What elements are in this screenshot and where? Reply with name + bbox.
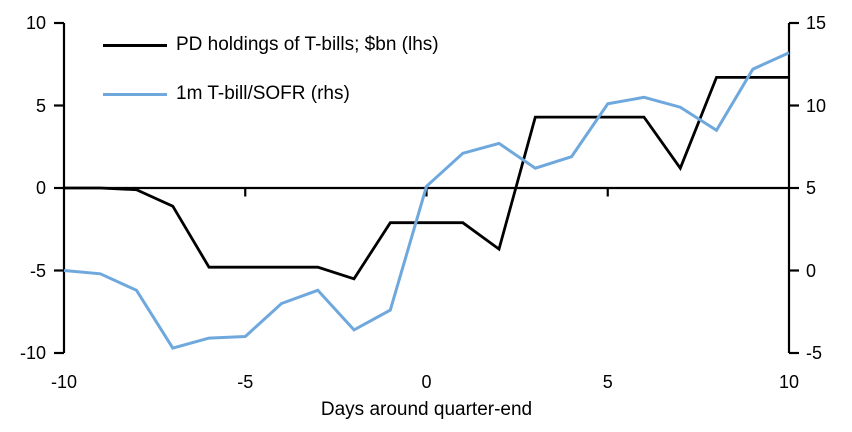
x-axis-tick-label: 0 xyxy=(421,372,432,392)
1m-tbill-sofr-line xyxy=(63,51,790,350)
right-axis-tick-label: 0 xyxy=(806,260,817,281)
chart-legend: PD holdings of T-bills; $bn (lhs) 1m T-b… xyxy=(103,34,439,105)
right-axis-tick-label: 15 xyxy=(806,13,827,33)
legend-line-swatch-black xyxy=(103,43,167,47)
legend-item-tbill-sofr: 1m T-bill/SOFR (rhs) xyxy=(103,83,439,105)
x-axis-title: Days around quarter-end xyxy=(320,399,533,420)
right-axis-tick-label: 10 xyxy=(806,95,827,116)
x-axis-tick-label: -5 xyxy=(237,372,254,392)
right-axis-tick-label: 5 xyxy=(806,178,817,198)
left-axis-tick-label: 0 xyxy=(35,178,46,198)
x-axis-tick-label: -10 xyxy=(50,372,77,392)
x-axis-tick-label: 5 xyxy=(602,372,613,392)
right-axis-tick-label: -5 xyxy=(806,343,823,363)
legend-label-pd-holdings: PD holdings of T-bills; $bn (lhs) xyxy=(176,34,439,55)
legend-item-pd-holdings: PD holdings of T-bills; $bn (lhs) xyxy=(103,34,439,56)
left-axis-tick-label: 5 xyxy=(35,95,46,116)
x-axis-tick-label: 10 xyxy=(778,372,800,392)
left-axis-tick-label: -5 xyxy=(29,260,46,281)
left-axis-tick-label: 10 xyxy=(25,13,46,33)
pd-holdings-tbills-line xyxy=(64,76,789,281)
left-axis-tick-label: -10 xyxy=(19,343,46,363)
legend-label-tbill-sofr: 1m T-bill/SOFR (rhs) xyxy=(176,83,350,104)
legend-line-swatch-blue xyxy=(103,92,167,96)
